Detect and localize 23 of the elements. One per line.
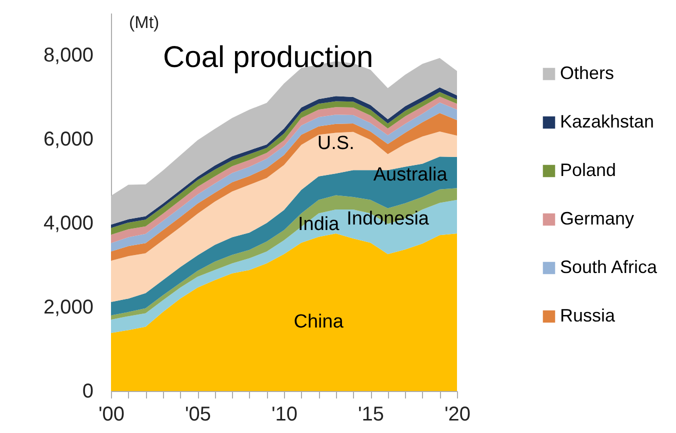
legend-label: Russia: [560, 306, 616, 326]
y-tick-label: 6,000: [43, 128, 94, 150]
legend-label: Poland: [560, 160, 616, 180]
y-tick-label: 0: [82, 380, 94, 402]
series-label: Australia: [373, 164, 448, 186]
x-tick-label: '15: [358, 404, 384, 426]
x-tick-label: '00: [98, 404, 125, 426]
y-tick-label: 4,000: [43, 212, 94, 234]
x-tick-label: '10: [271, 404, 298, 426]
x-tick-label: '20: [444, 404, 471, 426]
series-label: India: [298, 214, 340, 235]
legend-label: Kazakhstan: [560, 112, 654, 132]
y-tick-label: 2,000: [43, 296, 94, 318]
y-axis-title: (Mt): [129, 13, 160, 32]
legend-label: Germany: [560, 208, 634, 228]
text: Coal production: [163, 41, 374, 74]
series-label: Indonesia: [346, 208, 430, 230]
series-label: China: [294, 312, 344, 333]
series-label: U.S.: [317, 132, 354, 154]
legend-label: Others: [560, 63, 614, 83]
legend-label: South Africa: [560, 257, 658, 277]
y-tick-label: 8,000: [43, 44, 94, 66]
x-tick-label: '05: [184, 404, 212, 426]
